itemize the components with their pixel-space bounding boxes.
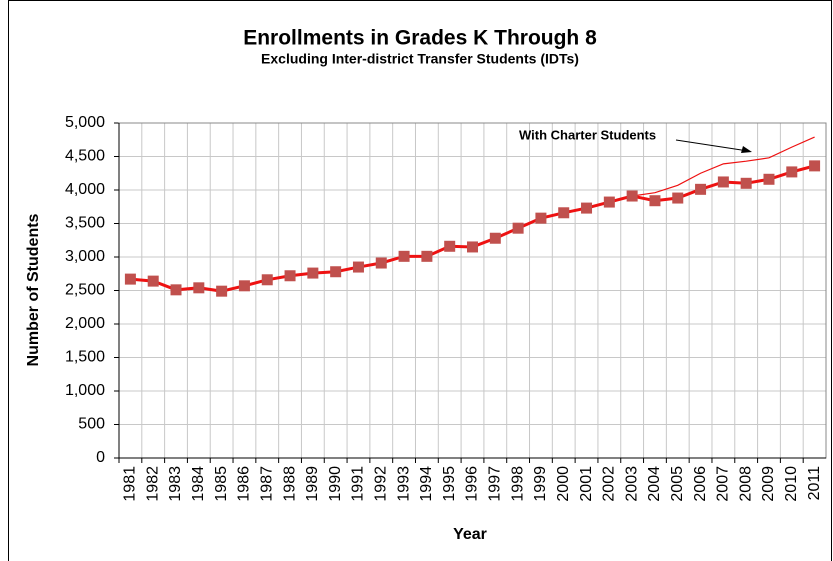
annotation-arrowhead (741, 146, 752, 153)
data-marker (124, 273, 136, 285)
data-marker (672, 192, 684, 204)
data-marker (307, 267, 319, 279)
data-marker (717, 176, 729, 188)
y-tick-label: 1,500 (65, 349, 105, 366)
data-marker (170, 284, 182, 296)
data-marker (740, 177, 752, 189)
x-tick-label: 1995 (441, 466, 458, 502)
x-tick-label: 1997 (487, 466, 504, 502)
data-marker (238, 280, 250, 292)
data-marker (352, 261, 364, 273)
x-tick-label: 2009 (760, 466, 777, 502)
x-tick-label: 1985 (213, 466, 230, 502)
data-marker (261, 274, 273, 286)
x-tick-label: 2011 (806, 466, 823, 501)
series-line (632, 136, 815, 197)
x-tick-label: 2006 (692, 466, 709, 502)
data-marker (467, 241, 478, 253)
x-tick-label: 2007 (715, 466, 732, 502)
x-tick-label: 1991 (350, 466, 367, 502)
x-tick-label: 1984 (190, 466, 207, 502)
x-tick-label: 1987 (258, 466, 275, 502)
data-marker (763, 173, 775, 185)
data-marker (809, 160, 821, 172)
data-marker (512, 222, 524, 234)
y-axis-label: Number of Students (25, 213, 42, 366)
y-tick-label: 4,500 (65, 148, 105, 165)
x-axis-label: Year (453, 526, 487, 543)
x-tick-label: 1992 (372, 466, 389, 502)
x-tick-label: 1996 (464, 466, 481, 502)
data-marker (626, 190, 638, 202)
x-tick-label: 1986 (236, 466, 253, 502)
data-marker (786, 166, 798, 178)
y-tick-label: 2,000 (65, 315, 105, 332)
data-marker (330, 266, 342, 278)
x-tick-label: 1988 (281, 466, 298, 502)
x-tick-label: 2001 (578, 466, 595, 502)
data-marker (444, 240, 456, 252)
annotation-arrow (675, 139, 749, 152)
data-marker (489, 232, 501, 244)
x-tick-label: 2010 (783, 466, 800, 502)
data-marker (603, 196, 615, 208)
data-marker (649, 195, 661, 207)
x-tick-label: 1994 (418, 466, 435, 502)
x-tick-label: 1999 (532, 466, 549, 502)
x-tick-label: 2003 (623, 466, 640, 502)
x-tick-label: 1998 (509, 466, 526, 502)
x-tick-label: 2002 (601, 466, 618, 502)
annotation: With Charter Students (519, 127, 656, 142)
data-marker (375, 257, 387, 269)
y-tick-label: 4,000 (65, 181, 105, 198)
data-marker (216, 285, 228, 297)
data-marker (535, 212, 547, 224)
x-tick-label: 2005 (669, 466, 686, 502)
x-tick-label: 1990 (327, 466, 344, 502)
data-marker (147, 275, 159, 287)
data-marker (284, 270, 296, 282)
x-tick-label: 2004 (646, 466, 663, 502)
x-tick-label: 1981 (122, 466, 139, 502)
x-tick-label: 1993 (395, 466, 412, 502)
x-tick-label: 2000 (555, 466, 572, 502)
chart-frame (8, 0, 832, 561)
data-marker (193, 282, 205, 294)
data-marker (398, 250, 410, 262)
x-tick-label: 1983 (167, 466, 184, 502)
y-tick-label: 2,500 (65, 282, 105, 299)
data-marker (421, 250, 433, 262)
x-tick-label: 2008 (737, 466, 754, 502)
data-marker (558, 207, 570, 219)
x-tick-label: 1982 (144, 466, 161, 502)
chart-subtitle: Excluding Inter-district Transfer Studen… (261, 51, 579, 67)
y-tick-label: 500 (78, 416, 105, 433)
y-tick-label: 3,000 (65, 248, 105, 265)
y-tick-label: 3,500 (65, 215, 105, 232)
y-tick-label: 5,000 (65, 114, 105, 131)
chart-title: Enrollments in Grades K Through 8 (243, 27, 597, 50)
y-tick-label: 1,000 (65, 382, 105, 399)
data-marker (695, 183, 707, 195)
data-marker (581, 202, 593, 214)
x-tick-label: 1989 (304, 466, 321, 502)
y-tick-label: 0 (96, 449, 105, 466)
